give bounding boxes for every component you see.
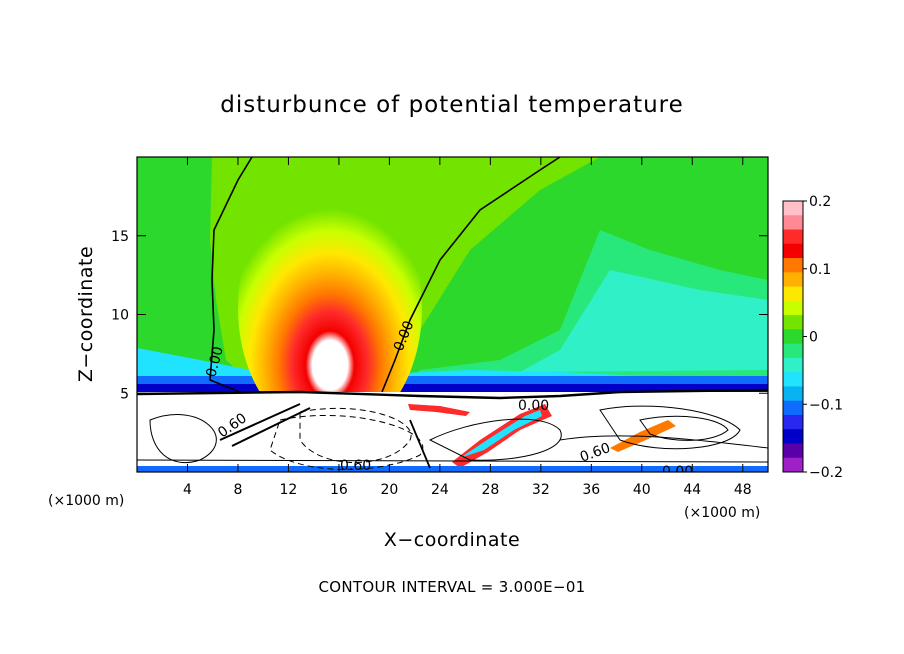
y-tick-label: 15 (111, 229, 129, 245)
chart-title: disturbunce of potential temperature (220, 92, 684, 118)
x-tick-label: 4 (183, 482, 192, 498)
colorbar-swatch (783, 400, 803, 416)
colorbar-swatch (783, 372, 803, 387)
colorbar-swatch (783, 329, 803, 345)
colorbar-swatch (783, 343, 803, 359)
cool-region-right-inner (520, 270, 768, 372)
contour-label: 0.00 (518, 398, 549, 414)
colorbar-tick-label: 0 (809, 330, 818, 346)
x-tick-label: 16 (330, 482, 348, 498)
y-axis-label: Z−coordinate (75, 246, 97, 382)
colorbar-swatch (783, 258, 803, 273)
colorbar-swatch (783, 300, 803, 316)
contour-label: 0.00 (662, 464, 693, 480)
cool-strip-deep (137, 384, 768, 392)
x-tick-label: 36 (582, 482, 600, 498)
streak-3 (408, 404, 470, 416)
colorbar-swatch (783, 457, 803, 473)
colorbar-tick-label: 0.2 (809, 194, 831, 210)
colorbar-swatch (783, 443, 803, 459)
warm-core (238, 178, 422, 438)
colorbar-swatch (783, 201, 803, 216)
contour-interval-text: CONTOUR INTERVAL = 3.000E−01 (318, 578, 585, 596)
x-tick-label: 48 (734, 482, 752, 498)
colorbar-tick-label: −0.2 (809, 465, 843, 481)
colorbar-swatch (783, 386, 803, 402)
colorbar: 0.2 0.1 0 −0.1 −0.2 (782, 194, 843, 481)
x-tick-label: 32 (532, 482, 550, 498)
x-tick-label: 28 (481, 482, 499, 498)
colorbar-swatch (783, 286, 803, 302)
x-tick-label: 40 (633, 482, 651, 498)
contour-label: 0.60 (340, 458, 371, 474)
x-tick-label: 20 (380, 482, 398, 498)
x-tick-label: 8 (233, 482, 242, 498)
contour-label: 0.00 (203, 345, 227, 379)
y-axis-ticks: 5 10 15 (111, 229, 768, 402)
colorbar-tick-label: 0.1 (809, 262, 831, 278)
colorbar-swatch (783, 272, 803, 288)
streak-1-inner (460, 410, 542, 458)
x-unit-label-left: (×1000 m) (48, 493, 124, 509)
x-tick-label: 44 (683, 482, 701, 498)
colorbar-swatch (783, 414, 803, 430)
contour-lines (137, 157, 768, 400)
colorbar-swatch (783, 429, 803, 444)
y-tick-label: 5 (120, 386, 129, 402)
x-tick-label: 24 (431, 482, 449, 498)
x-unit-label-right: (×1000 m) (684, 505, 760, 521)
colorbar-swatch (783, 229, 803, 245)
bottom-boundary (137, 466, 768, 472)
x-axis-label: X−coordinate (384, 529, 520, 551)
heatmap-field: 0.00 0.00 0.00 0.60 0.60 0.60 0.00 (137, 157, 768, 480)
x-tick-label: 12 (280, 482, 298, 498)
colorbar-swatch (783, 315, 803, 330)
contour-lines-lower (137, 403, 768, 470)
x-axis-ticks: 4 8 12 16 20 24 28 32 36 40 44 48 (183, 157, 752, 498)
y-tick-label: 10 (111, 308, 129, 324)
colorbar-swatch (783, 243, 803, 259)
colorbar-swatch (783, 357, 803, 373)
colorbar-swatch (783, 215, 803, 231)
colorbar-tick-label: −0.1 (809, 397, 843, 413)
